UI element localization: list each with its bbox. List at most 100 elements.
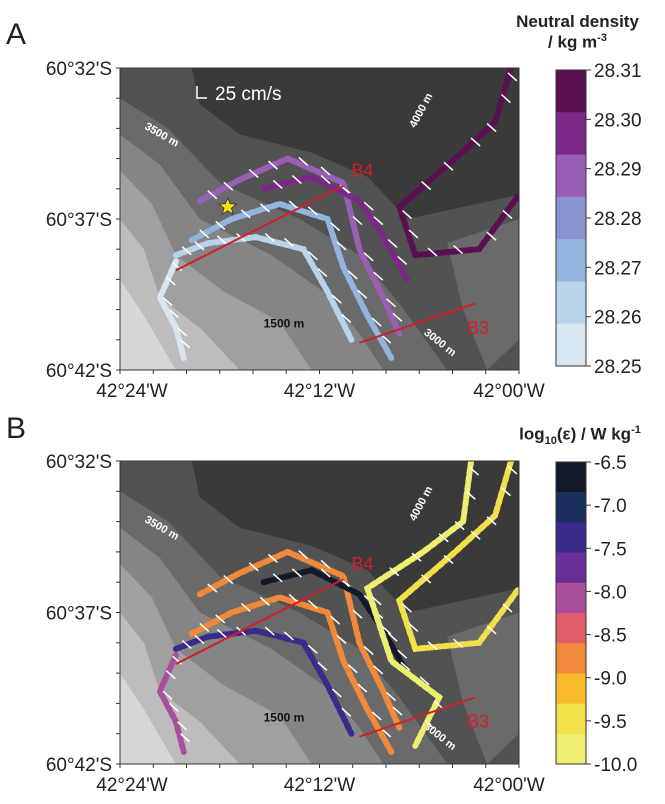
velocity-arrow xyxy=(408,229,419,239)
colorbar-b: -6.5 -7.0 -7.5 -8.0 -8.5 -9.0 -9.5 -10.0 xyxy=(555,453,637,776)
velocity-arrow xyxy=(341,707,352,717)
colorbar-tick-label: -9.0 xyxy=(594,669,627,690)
velocity-arrow xyxy=(162,690,173,700)
colorbar-tick-label: 28.29 xyxy=(594,160,642,181)
section-line-b4 xyxy=(175,184,344,272)
velocity-arrow xyxy=(443,161,454,171)
y-tick-label: 60°32'S xyxy=(46,452,112,473)
velocity-arrow xyxy=(392,706,403,716)
velocity-arrow xyxy=(401,210,412,220)
colorbar-tick-label: -8.5 xyxy=(594,626,627,647)
colorbar-swatch xyxy=(556,582,586,614)
colorbar-a-title: Neutral density / kg m-3 xyxy=(516,12,639,52)
velocity-arrow xyxy=(352,609,363,619)
colorbar-swatch xyxy=(556,522,586,554)
colorbar-swatch xyxy=(556,703,586,735)
colorbar-swatch xyxy=(556,643,586,674)
velocity-arrow xyxy=(267,160,278,170)
velocity-arrow xyxy=(272,179,283,189)
float-track xyxy=(172,234,355,343)
velocity-arrow xyxy=(248,562,259,572)
panel-b-letter: B xyxy=(6,412,27,445)
velocity-arrow xyxy=(330,615,341,625)
y-tick-label: 60°42'S xyxy=(46,755,112,776)
velocity-arrow xyxy=(357,683,368,693)
velocity-arrow xyxy=(331,688,342,698)
velocity-arrow xyxy=(194,241,205,251)
colorbar-a: 28.31 28.30 28.29 28.28 28.27 28.26 28.25 xyxy=(555,61,642,378)
velocity-arrow xyxy=(176,721,187,731)
panel-a-letter: A xyxy=(6,18,27,51)
velocity-arrow xyxy=(165,276,176,286)
colorbar-swatch xyxy=(556,323,586,367)
velocity-arrow xyxy=(500,487,511,497)
velocity-arrow xyxy=(181,639,192,649)
velocity-arrow xyxy=(486,123,497,133)
velocity-arrow xyxy=(373,216,384,226)
velocity-arrow xyxy=(419,676,430,686)
velocity-arrow xyxy=(216,235,227,245)
velocity-arrow xyxy=(502,603,513,613)
velocity-arrow xyxy=(387,239,398,249)
section-line-b3 xyxy=(359,696,476,738)
velocity-arrow xyxy=(500,94,511,104)
velocity-arrow xyxy=(330,222,341,232)
velocity-arrow xyxy=(223,575,234,585)
depth-label-1500: 1500 m xyxy=(264,317,305,331)
section-label-b4: B4 xyxy=(351,554,373,574)
velocity-arrow xyxy=(307,206,318,216)
colorbar-swatch xyxy=(556,281,586,325)
velocity-arrow xyxy=(272,573,283,583)
deployment-star xyxy=(218,196,238,216)
velocity-arrow xyxy=(307,599,318,610)
velocity-arrow xyxy=(397,255,408,266)
velocity-arrow xyxy=(411,552,422,562)
velocity-arrow xyxy=(215,614,226,624)
velocity-arrow xyxy=(357,289,368,299)
velocity-arrow xyxy=(453,638,464,648)
velocity-arrow xyxy=(381,625,392,635)
float-track xyxy=(395,461,519,653)
velocity-arrow xyxy=(240,602,251,613)
velocity-arrow xyxy=(317,268,328,278)
y-tick-label: 60°42'S xyxy=(46,361,112,382)
velocity-arrow xyxy=(248,168,259,179)
velocity-arrow xyxy=(371,317,382,327)
colorbar-tick-label: 28.27 xyxy=(594,258,642,279)
velocity-arrow xyxy=(307,644,318,654)
velocity-arrow xyxy=(424,719,435,729)
section-line-b4 xyxy=(175,578,344,665)
scale-arrow-icon xyxy=(196,86,207,99)
x-tick-label: 42°24'W xyxy=(96,381,167,402)
velocity-arrow xyxy=(181,246,192,256)
velocity-arrow xyxy=(320,174,331,185)
float-tracks xyxy=(156,461,519,755)
velocity-arrow xyxy=(408,622,419,633)
float-track xyxy=(260,173,411,283)
float-track xyxy=(188,594,395,755)
velocity-arrow xyxy=(427,247,438,257)
colorbar-tick-label: -7.5 xyxy=(594,539,627,560)
velocity-arrow xyxy=(168,702,179,713)
velocity-arrow xyxy=(320,559,331,570)
velocity-arrow xyxy=(381,334,392,344)
section-label-b4: B4 xyxy=(351,161,373,181)
velocity-arrow xyxy=(264,626,275,636)
section-label-b3: B3 xyxy=(467,318,489,338)
float-track xyxy=(172,627,355,737)
colorbar-swatch xyxy=(556,196,586,240)
colorbar-tick-label: -6.5 xyxy=(594,453,627,474)
velocity-arrow xyxy=(283,237,294,247)
velocity-arrow xyxy=(381,728,392,738)
colorbar-swatch xyxy=(556,70,586,113)
velocity-arrow xyxy=(162,296,173,307)
velocity-arrow xyxy=(317,661,328,671)
velocity-arrow xyxy=(453,245,464,255)
x-tick-label: 42°12'W xyxy=(284,381,355,402)
velocity-arrow xyxy=(347,664,358,674)
velocity-arrow xyxy=(331,294,342,304)
velocity-arrow xyxy=(427,641,438,651)
